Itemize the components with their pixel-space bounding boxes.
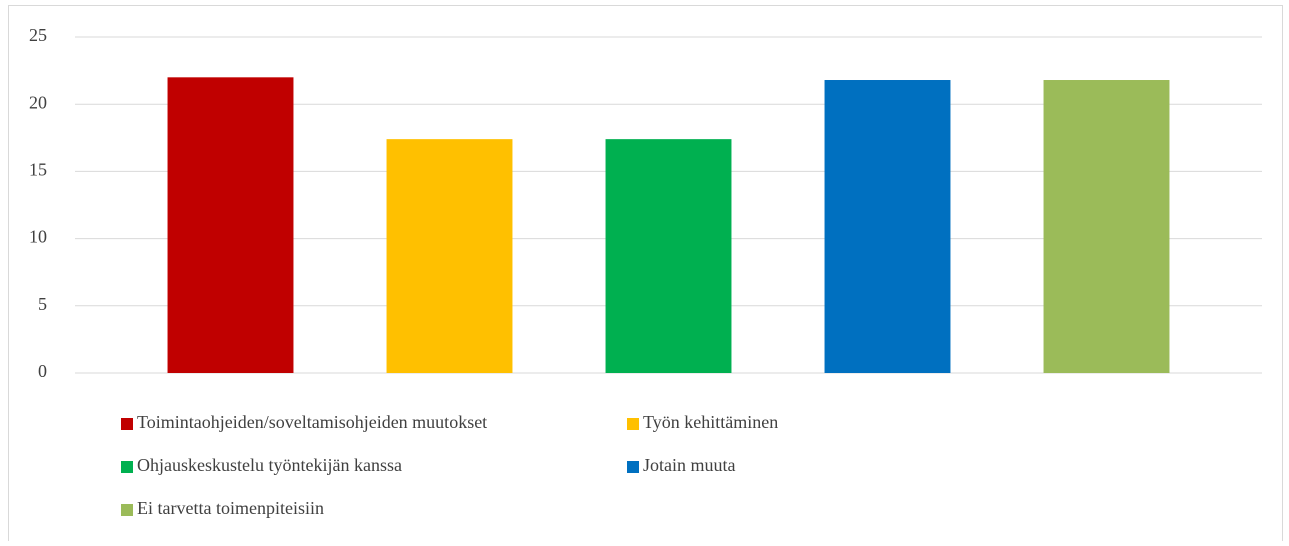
legend-label: Ohjauskeskustelu työntekijän kanssa	[137, 455, 402, 475]
legend-label: Toimintaohjeiden/soveltamisohjeiden muut…	[137, 412, 487, 432]
legend-swatch	[121, 504, 133, 516]
y-tick-label: 5	[38, 294, 47, 314]
y-tick-label: 20	[29, 92, 47, 112]
y-tick-label: 15	[29, 160, 47, 180]
legend-swatch	[121, 461, 133, 473]
bar	[1043, 80, 1170, 374]
y-tick-label: 0	[38, 361, 47, 381]
legend-label: Työn kehittäminen	[643, 412, 778, 432]
legend-label: Jotain muuta	[643, 455, 736, 475]
legend-swatch	[121, 418, 133, 430]
legend-swatch	[627, 461, 639, 473]
bar	[386, 139, 513, 373]
y-tick-label: 25	[29, 25, 47, 45]
y-tick-label: 10	[29, 227, 47, 247]
legend-label: Ei tarvetta toimenpiteisiin	[137, 498, 324, 518]
bar	[824, 80, 951, 374]
bar	[167, 77, 294, 373]
legend-swatch	[627, 418, 639, 430]
bar	[605, 139, 732, 373]
